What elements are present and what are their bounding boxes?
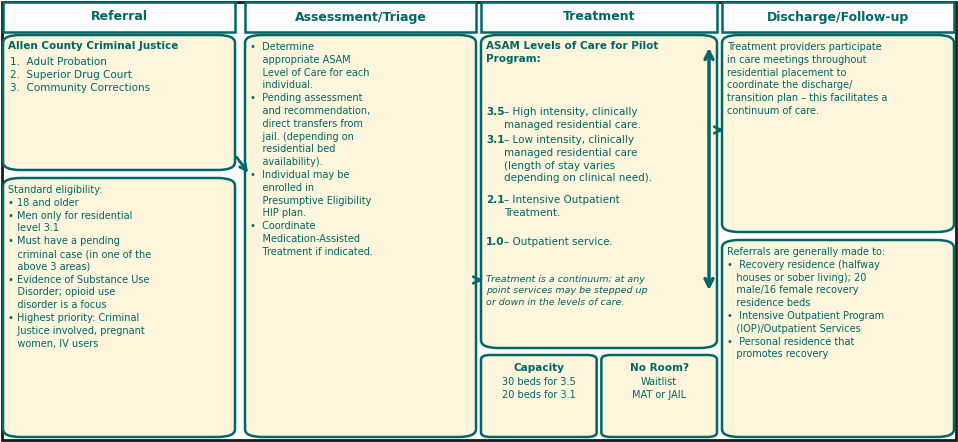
Text: No Room?: No Room? <box>629 363 689 373</box>
FancyBboxPatch shape <box>722 240 954 437</box>
FancyBboxPatch shape <box>722 35 954 232</box>
Text: Referral: Referral <box>90 11 148 23</box>
Text: 2.1: 2.1 <box>486 195 505 205</box>
Text: Referrals are generally made to:
•  Recovery residence (halfway
   houses or sob: Referrals are generally made to: • Recov… <box>727 247 885 359</box>
FancyBboxPatch shape <box>481 2 717 32</box>
Text: Treatment providers participate
in care meetings throughout
residential placemen: Treatment providers participate in care … <box>727 42 887 116</box>
Text: ASAM Levels of Care for Pilot
Program:: ASAM Levels of Care for Pilot Program: <box>486 41 658 64</box>
Text: 30 beds for 3.5
20 beds for 3.1: 30 beds for 3.5 20 beds for 3.1 <box>502 377 576 400</box>
Text: – Intensive Outpatient
Treatment.: – Intensive Outpatient Treatment. <box>504 195 620 218</box>
Text: 1.  Adult Probation
2.  Superior Drug Court
3.  Community Corrections: 1. Adult Probation 2. Superior Drug Cour… <box>10 57 150 93</box>
Text: 1.0: 1.0 <box>486 237 505 247</box>
Text: – Outpatient service.: – Outpatient service. <box>504 237 613 247</box>
FancyBboxPatch shape <box>3 35 235 170</box>
FancyBboxPatch shape <box>481 35 717 348</box>
Text: – High intensity, clinically
managed residential care.: – High intensity, clinically managed res… <box>504 107 641 130</box>
Text: Allen County Criminal Justice: Allen County Criminal Justice <box>8 41 178 51</box>
FancyBboxPatch shape <box>722 2 954 32</box>
Text: 3.1: 3.1 <box>486 135 505 145</box>
FancyBboxPatch shape <box>3 178 235 437</box>
Text: Treatment: Treatment <box>562 11 635 23</box>
Text: Assessment/Triage: Assessment/Triage <box>294 11 426 23</box>
FancyBboxPatch shape <box>602 355 717 437</box>
Text: Waitlist
MAT or JAIL: Waitlist MAT or JAIL <box>632 377 686 400</box>
Text: Discharge/Follow-up: Discharge/Follow-up <box>766 11 909 23</box>
Text: Standard eligibility:
• 18 and older
• Men only for residential
   level 3.1
• M: Standard eligibility: • 18 and older • M… <box>8 185 151 349</box>
FancyBboxPatch shape <box>245 2 476 32</box>
Text: 3.5: 3.5 <box>486 107 505 117</box>
FancyBboxPatch shape <box>3 2 235 32</box>
Text: •  Determine
    appropriate ASAM
    Level of Care for each
    individual.
•  : • Determine appropriate ASAM Level of Ca… <box>250 42 373 257</box>
Text: Capacity: Capacity <box>513 363 564 373</box>
FancyBboxPatch shape <box>245 35 476 437</box>
Text: – Low intensity, clinically
managed residential care
(length of stay varies
depe: – Low intensity, clinically managed resi… <box>504 135 652 183</box>
FancyBboxPatch shape <box>481 355 597 437</box>
Text: Treatment is a continuum; at any
point services may be stepped up
or down in the: Treatment is a continuum; at any point s… <box>486 275 648 307</box>
